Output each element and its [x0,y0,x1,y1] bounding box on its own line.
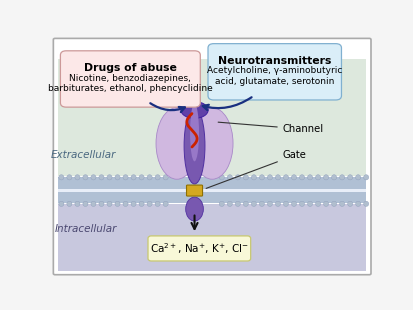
Ellipse shape [315,201,320,206]
Ellipse shape [219,201,224,206]
Ellipse shape [323,201,328,206]
Ellipse shape [235,175,240,180]
FancyBboxPatch shape [207,44,341,100]
Ellipse shape [283,175,288,180]
Ellipse shape [99,175,104,180]
Ellipse shape [291,201,296,206]
Ellipse shape [299,175,304,180]
Ellipse shape [75,175,80,180]
Ellipse shape [219,175,224,180]
Bar [58,177,365,189]
Ellipse shape [307,201,312,206]
Ellipse shape [147,201,152,206]
Ellipse shape [307,175,312,180]
Ellipse shape [139,201,144,206]
Ellipse shape [339,175,344,180]
Text: Intracellular: Intracellular [54,224,116,234]
Ellipse shape [131,175,136,180]
Ellipse shape [180,102,208,118]
FancyBboxPatch shape [186,185,202,196]
Ellipse shape [191,108,233,179]
Ellipse shape [83,201,88,206]
Ellipse shape [156,108,197,179]
Ellipse shape [267,201,272,206]
Ellipse shape [363,175,368,180]
Ellipse shape [291,175,296,180]
Ellipse shape [227,201,232,206]
Ellipse shape [355,201,360,206]
Ellipse shape [115,201,120,206]
Ellipse shape [163,201,168,206]
Ellipse shape [185,197,203,221]
Ellipse shape [251,175,256,180]
Bar [58,189,365,193]
Ellipse shape [59,201,64,206]
Ellipse shape [243,201,248,206]
Ellipse shape [131,201,136,206]
Ellipse shape [323,175,328,180]
Text: Neurotransmitters: Neurotransmitters [218,56,331,66]
Ellipse shape [363,201,368,206]
Ellipse shape [347,201,352,206]
Ellipse shape [155,201,160,206]
Ellipse shape [115,175,120,180]
Ellipse shape [184,108,204,184]
Ellipse shape [355,175,360,180]
Ellipse shape [123,175,128,180]
Ellipse shape [259,175,264,180]
Ellipse shape [147,175,152,180]
Ellipse shape [331,175,336,180]
Ellipse shape [315,175,320,180]
FancyBboxPatch shape [60,51,200,107]
Ellipse shape [99,201,104,206]
Ellipse shape [75,201,80,206]
FancyBboxPatch shape [148,236,250,261]
Bar [58,59,365,176]
Ellipse shape [283,201,288,206]
FancyBboxPatch shape [53,38,370,275]
Ellipse shape [235,201,240,206]
Ellipse shape [227,175,232,180]
Text: Channel: Channel [218,122,323,134]
Ellipse shape [83,175,88,180]
Ellipse shape [275,175,280,180]
Ellipse shape [339,201,344,206]
Ellipse shape [107,201,112,206]
Ellipse shape [299,201,304,206]
Ellipse shape [66,201,72,206]
Text: Acetylcholine, γ-aminobutyric
acid, glutamate, serotonin: Acetylcholine, γ-aminobutyric acid, glut… [206,66,342,86]
Ellipse shape [107,175,112,180]
Ellipse shape [123,201,128,206]
Ellipse shape [155,175,160,180]
Text: Gate: Gate [206,150,306,188]
Ellipse shape [275,201,280,206]
Ellipse shape [347,175,352,180]
Text: Drugs of abuse: Drugs of abuse [84,63,176,73]
Ellipse shape [331,201,336,206]
Ellipse shape [259,201,264,206]
Text: Ca$^{2+}$, Na$^{+}$, K$^{+}$, Cl$^{-}$: Ca$^{2+}$, Na$^{+}$, K$^{+}$, Cl$^{-}$ [150,241,248,256]
Text: Nicotine, benzodiazepines,
barbiturates, ethanol, phencyclidine: Nicotine, benzodiazepines, barbiturates,… [48,73,212,93]
Ellipse shape [163,175,168,180]
Ellipse shape [190,104,199,161]
Ellipse shape [59,175,64,180]
Bar [58,204,365,271]
Ellipse shape [91,201,96,206]
Ellipse shape [243,175,248,180]
Ellipse shape [91,175,96,180]
Ellipse shape [66,175,72,180]
Ellipse shape [251,201,256,206]
Ellipse shape [267,175,272,180]
Ellipse shape [176,104,196,114]
Ellipse shape [139,175,144,180]
Bar [58,191,365,203]
Text: Extracellular: Extracellular [51,150,116,160]
